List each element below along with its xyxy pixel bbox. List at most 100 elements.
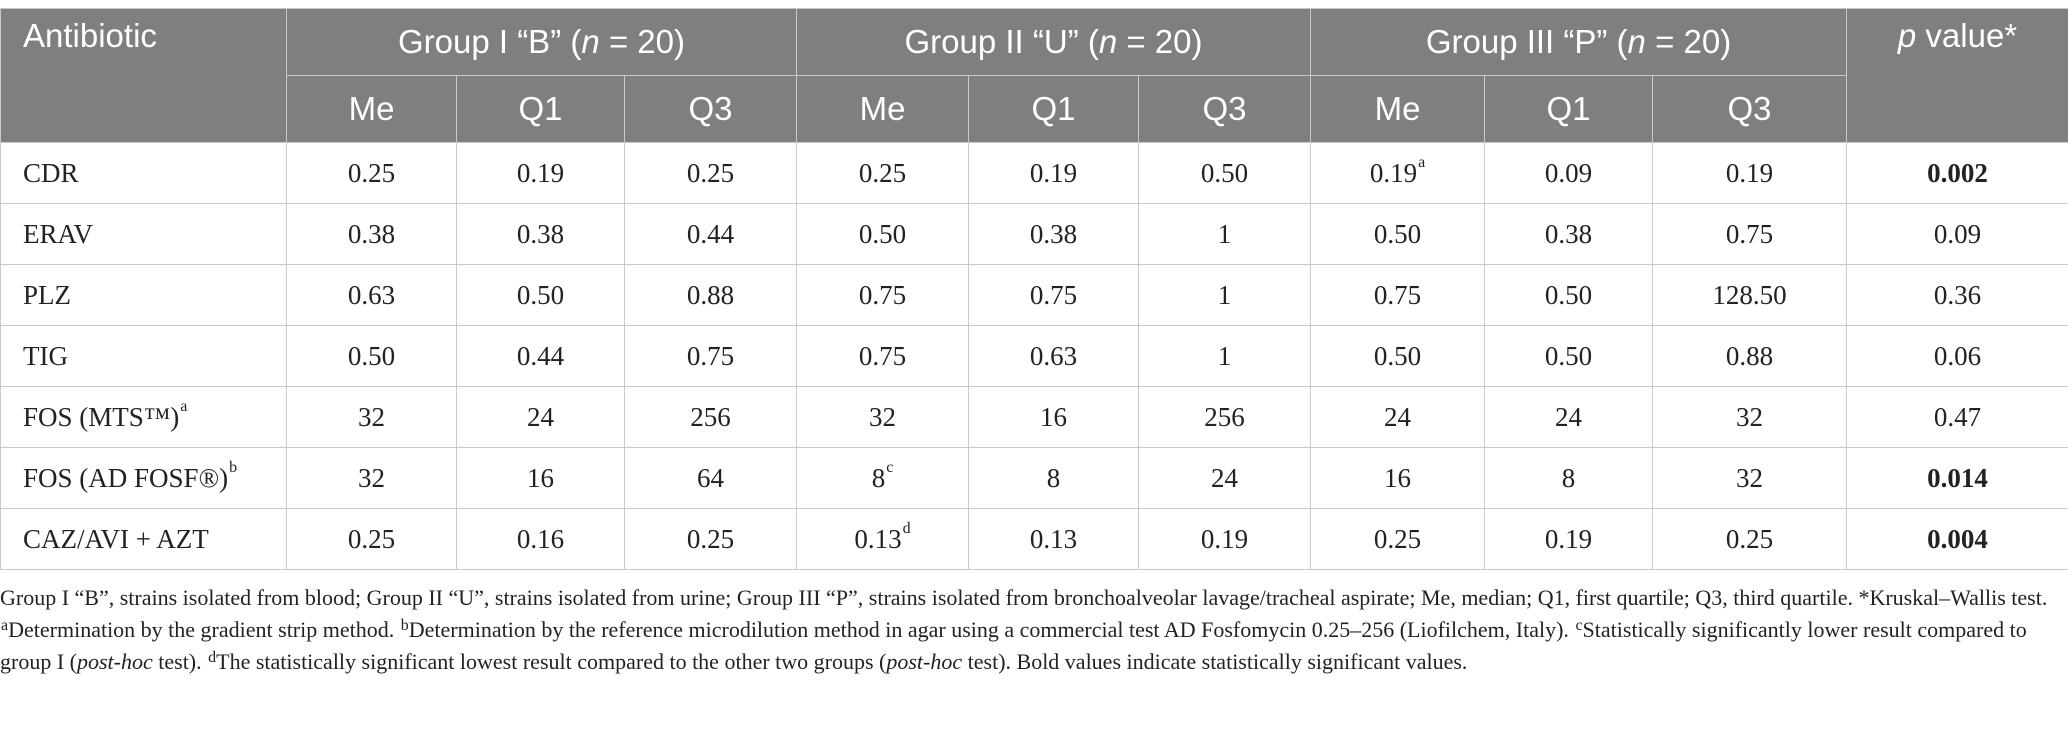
- value-cell: 0.25: [1652, 508, 1848, 570]
- value-cell: 0.38: [1484, 203, 1654, 265]
- footnote-c-italic: post-hoc: [76, 649, 153, 674]
- value-cell: 0.75: [968, 264, 1139, 326]
- header-group-2: Group II “U” (n = 20): [795, 8, 1312, 76]
- value-text: 0.44: [686, 218, 735, 249]
- value-text: 0.25: [347, 523, 396, 554]
- table-row: FOS (MTS™)a 32 24 256 32 16 256 24 24 32 0.47: [0, 386, 2068, 448]
- value-text: 0.75: [858, 279, 907, 310]
- value-cell: 0.25: [624, 142, 797, 204]
- table-body: CDR 0.25 0.19 0.25 0.25 0.19 0.50 0.19a 0.09 0.19…: [0, 142, 2068, 570]
- value-text: 32: [1736, 462, 1764, 493]
- value-cell: 0.19: [968, 142, 1139, 204]
- value-text: 32: [1736, 401, 1764, 432]
- footnote-marker: a: [1418, 153, 1426, 171]
- value-cell: 0.50: [796, 203, 969, 265]
- value-text: 0.25: [1373, 523, 1422, 554]
- value-cell: 32: [286, 447, 457, 509]
- header-group-1: Group I “B” (n = 20): [286, 8, 797, 76]
- value-text: 0.38: [1029, 218, 1078, 249]
- antibiotic-name: PLZ: [23, 279, 72, 310]
- header-row-groups: Antibiotic Group I “B” (n = 20) Group II…: [0, 8, 2068, 143]
- value-cell: 0.50: [456, 264, 625, 326]
- value-cell: 0.75: [796, 325, 969, 387]
- value-text: 0.09: [1544, 157, 1593, 188]
- footnote-d: The statistically significant lowest res…: [216, 649, 887, 674]
- antibiotic-name-cell: TIG: [0, 325, 287, 387]
- value-cell: 0.19: [1652, 142, 1848, 204]
- antibiotic-name: FOS (MTS™): [23, 401, 180, 432]
- table-wrapper: Antibiotic Group I “B” (n = 20) Group II…: [0, 8, 2068, 570]
- value-text: 0.50: [516, 279, 565, 310]
- value-text: 24: [1384, 401, 1412, 432]
- header-group-2-n: n: [1098, 23, 1118, 60]
- value-text: 0.75: [858, 340, 907, 371]
- footnote-marker: b: [229, 458, 238, 476]
- value-cell: 0.50: [1484, 325, 1654, 387]
- value-text: 0.25: [858, 157, 907, 188]
- value-cell: 0.25: [286, 508, 457, 570]
- table-row: TIG 0.50 0.44 0.75 0.75 0.63 1 0.50 0.50 0.88 0.06: [0, 325, 2068, 387]
- header-stat: Me: [1310, 75, 1486, 143]
- header-stat: Me: [796, 75, 969, 143]
- header-stat: Q3: [1137, 75, 1312, 143]
- value-cell: 0.63: [968, 325, 1139, 387]
- value-text: 0.19: [516, 157, 565, 188]
- value-cell: 8c: [796, 447, 969, 509]
- value-cell: 64: [624, 447, 797, 509]
- value-text: 256: [1204, 401, 1245, 432]
- header-group-1-count: = 20): [599, 23, 686, 60]
- footnote-d-italic: post-hoc: [886, 649, 963, 674]
- footnote-marker: c: [886, 458, 894, 476]
- value-text: 0.50: [1544, 279, 1593, 310]
- value-cell: 0.50: [1484, 264, 1654, 326]
- antibiotic-name-cell: ERAV: [0, 203, 287, 265]
- value-cell: 0.19a: [1310, 142, 1486, 204]
- value-text: 0.50: [1373, 218, 1422, 249]
- value-cell: 32: [1652, 386, 1848, 448]
- value-text: 24: [527, 401, 554, 432]
- value-text: 0.13: [1029, 523, 1078, 554]
- header-p-value: p value*: [1846, 8, 2068, 143]
- value-text: 0.50: [347, 340, 396, 371]
- value-text: 0.63: [1029, 340, 1078, 371]
- value-text: 8: [1046, 462, 1061, 493]
- header-stat: Q1: [456, 75, 625, 143]
- value-cell: 0.19: [1137, 508, 1312, 570]
- value-text: 0.25: [1725, 523, 1774, 554]
- value-cell: 0.38: [286, 203, 457, 265]
- value-cell: 24: [456, 386, 625, 448]
- value-cell: 0.50: [1310, 203, 1486, 265]
- value-cell: 32: [796, 386, 969, 448]
- data-table: Antibiotic Group I “B” (n = 20) Group II…: [0, 8, 2068, 570]
- antibiotic-name: CAZ/AVI + AZT: [23, 523, 209, 554]
- value-text: 0.50: [1544, 340, 1593, 371]
- value-cell: 0.44: [456, 325, 625, 387]
- header-stat: Q1: [1484, 75, 1654, 143]
- value-cell: 32: [286, 386, 457, 448]
- value-text: 32: [358, 462, 385, 493]
- value-cell: 16: [456, 447, 625, 509]
- value-cell: 0.25: [796, 142, 969, 204]
- footnote-definitions: Group I “B”, strains isolated from blood…: [0, 585, 2048, 610]
- value-text: 0.16: [516, 523, 565, 554]
- value-text: 0.88: [686, 279, 735, 310]
- value-text: 16: [527, 462, 554, 493]
- value-text: 0.75: [1373, 279, 1422, 310]
- value-cell: 0.75: [1652, 203, 1848, 265]
- value-cell: 0.88: [1652, 325, 1848, 387]
- value-cell: 0.50: [286, 325, 457, 387]
- value-text: 0.50: [858, 218, 907, 249]
- value-cell: 32: [1652, 447, 1848, 509]
- value-cell: 0.50: [1310, 325, 1486, 387]
- value-cell: 0.25: [286, 142, 457, 204]
- table-row: ERAV 0.38 0.38 0.44 0.50 0.38 1 0.50 0.38 0.75 0.0…: [0, 203, 2068, 265]
- value-text: 0.19: [1725, 157, 1774, 188]
- value-text: 16: [1040, 401, 1067, 432]
- value-text: 1: [1217, 218, 1232, 249]
- p-value-cell: 0.47: [1846, 386, 2068, 448]
- value-text: 0.25: [686, 523, 735, 554]
- footnote-a: Determination by the gradient strip meth…: [8, 617, 400, 642]
- header-p-italic: p: [1897, 17, 1917, 54]
- value-cell: 0.25: [624, 508, 797, 570]
- footnote-c-end: test).: [152, 649, 208, 674]
